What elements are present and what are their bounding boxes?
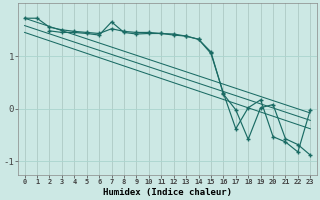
X-axis label: Humidex (Indice chaleur): Humidex (Indice chaleur) [103,188,232,197]
